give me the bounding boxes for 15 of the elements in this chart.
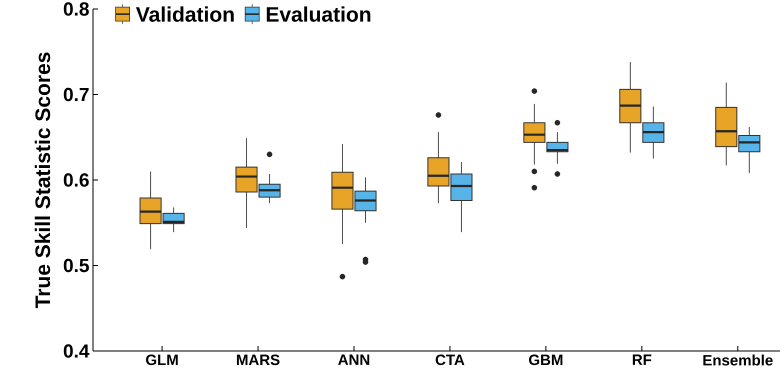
x-tick-label: Ensemble	[703, 354, 773, 366]
x-tick-label: GLM	[146, 354, 178, 366]
x-tick-label: CTA	[436, 354, 464, 366]
y-tick-label: 0.4	[64, 344, 90, 358]
x-tick-label: GBM	[529, 354, 562, 366]
y-tick-label: 0.7	[64, 88, 89, 102]
legend-label: Validation	[136, 6, 234, 22]
y-axis-title: True Skill Statistic Scores	[34, 52, 50, 308]
legend-label: Evaluation	[266, 6, 370, 22]
y-tick-label: 0.5	[64, 258, 89, 272]
y-tick-label: 0.8	[64, 2, 89, 16]
x-tick-label: MARS	[236, 354, 280, 366]
y-tick-label: 0.6	[64, 173, 89, 187]
x-tick-label: RF	[632, 354, 652, 365]
x-tick-label: ANN	[338, 354, 370, 365]
